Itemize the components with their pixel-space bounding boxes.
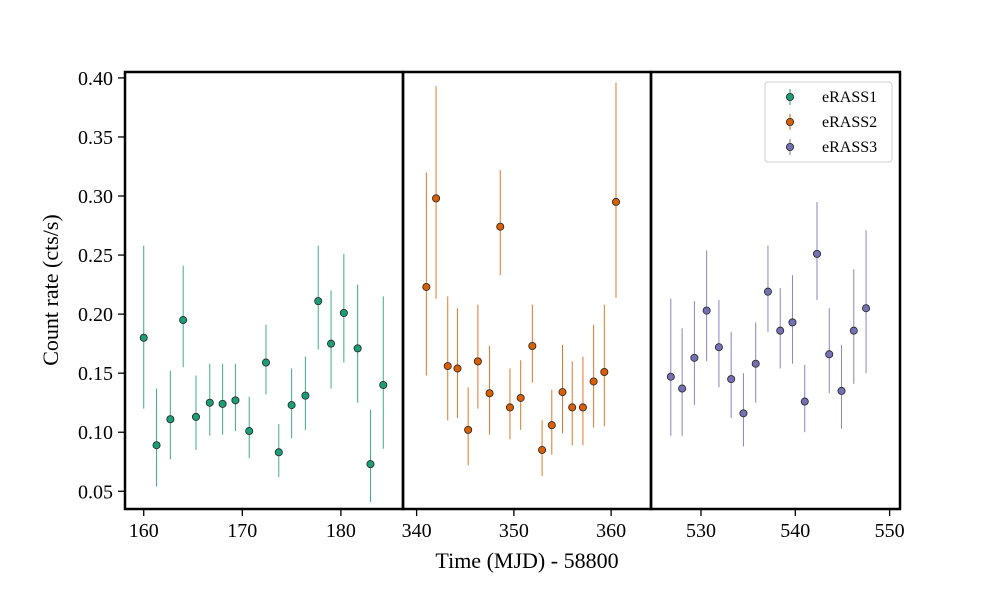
- data-point: [862, 304, 871, 313]
- x-tick-label: 550: [875, 520, 905, 542]
- data-point: [538, 445, 547, 454]
- data-point: [589, 377, 598, 386]
- data-point: [578, 403, 587, 412]
- legend-entry-eRASS1: eRASS1: [786, 89, 877, 106]
- legend: eRASS1 eRASS2 eRASS3: [764, 81, 893, 163]
- data-point: [763, 287, 772, 296]
- legend-label: eRASS3: [822, 139, 877, 156]
- data-point: [837, 386, 846, 395]
- data-point: [166, 415, 175, 424]
- data-point: [678, 384, 687, 393]
- data-point: [788, 318, 797, 327]
- data-point: [422, 282, 431, 291]
- y-tick-label: 0.15: [78, 363, 113, 385]
- data-point: [179, 316, 188, 325]
- data-point: [366, 460, 375, 469]
- data-point: [218, 399, 227, 408]
- data-point: [666, 372, 675, 381]
- data-point: [245, 427, 254, 436]
- x-tick-label: 170: [227, 520, 257, 542]
- y-tick-label: 0.10: [78, 422, 113, 444]
- data-point: [485, 389, 494, 398]
- data-point: [432, 194, 441, 203]
- x-tick-label: 160: [129, 520, 159, 542]
- y-axis-label: Count rate (cts/s): [38, 214, 63, 366]
- data-point: [274, 448, 283, 457]
- panel-3: 530 540 550: [649, 70, 905, 542]
- data-point: [231, 396, 240, 405]
- x-axis-label: Time (MJD) - 58800: [435, 548, 618, 573]
- data-point: [516, 393, 525, 402]
- data-point: [379, 380, 388, 389]
- x-tick-label: 540: [780, 520, 810, 542]
- data-point: [714, 343, 723, 352]
- panel-2: 340 350 360: [401, 70, 653, 542]
- series-eRASS3: [666, 201, 871, 447]
- data-point: [496, 222, 505, 231]
- data-point: [205, 398, 214, 407]
- panels-layer: 160 170 180 0.05 0.10 0.15 0.20 0.25 0.30 0.35 0.4…: [78, 68, 905, 542]
- data-point: [558, 388, 567, 397]
- data-point: [339, 308, 348, 317]
- y-tick-label: 0.35: [78, 127, 113, 149]
- data-point: [547, 421, 556, 430]
- y-tick-label: 0.30: [78, 186, 113, 208]
- data-point: [139, 333, 148, 342]
- data-point: [800, 397, 809, 406]
- data-point: [739, 409, 748, 418]
- legend-entry-eRASS2: eRASS2: [786, 114, 877, 131]
- data-point: [611, 197, 620, 206]
- data-point: [287, 401, 296, 410]
- data-point: [727, 375, 736, 384]
- data-point: [776, 326, 785, 335]
- data-point: [600, 367, 609, 376]
- legend-frame: [764, 81, 893, 163]
- data-point: [152, 441, 161, 450]
- y-tick-label: 0.25: [78, 245, 113, 267]
- y-tick-label: 0.40: [78, 68, 113, 90]
- data-point: [464, 425, 473, 434]
- series-eRASS1: [139, 245, 388, 502]
- legend-point-marker: [786, 93, 795, 102]
- data-point: [528, 342, 537, 351]
- x-tick-label: 350: [499, 520, 529, 542]
- data-point: [191, 412, 200, 421]
- data-point: [505, 403, 514, 412]
- panel-frame: [401, 70, 653, 511]
- panel-frame: [123, 70, 405, 511]
- x-tick-label: 530: [686, 520, 716, 542]
- panel-1: 160 170 180 0.05 0.10 0.15 0.20 0.25 0.30 0.35 0.4…: [78, 68, 405, 542]
- legend-entry-eRASS3: eRASS3: [786, 139, 877, 156]
- y-tick-label: 0.20: [78, 304, 113, 326]
- legend-point-marker: [786, 118, 795, 127]
- legend-label: eRASS1: [822, 89, 877, 106]
- legend-label: eRASS2: [822, 114, 877, 131]
- data-point: [825, 350, 834, 359]
- data-point: [443, 362, 452, 371]
- x-tick-label: 180: [326, 520, 356, 542]
- data-point: [751, 359, 760, 368]
- x-tick-label: 360: [596, 520, 626, 542]
- data-point: [327, 339, 336, 348]
- data-point: [453, 364, 462, 373]
- legend-point-marker: [786, 142, 795, 151]
- data-point: [849, 326, 858, 335]
- data-point: [690, 353, 699, 362]
- y-tick-label: 0.05: [78, 481, 113, 503]
- data-point: [473, 357, 482, 366]
- series-eRASS2: [422, 82, 620, 476]
- data-point: [702, 306, 711, 315]
- data-point: [353, 344, 362, 353]
- data-point: [314, 297, 323, 306]
- data-point: [261, 358, 270, 367]
- panel-frame: [649, 70, 902, 511]
- data-point: [301, 391, 310, 400]
- x-tick-label: 340: [402, 520, 432, 542]
- data-point: [568, 403, 577, 412]
- data-point: [813, 249, 822, 258]
